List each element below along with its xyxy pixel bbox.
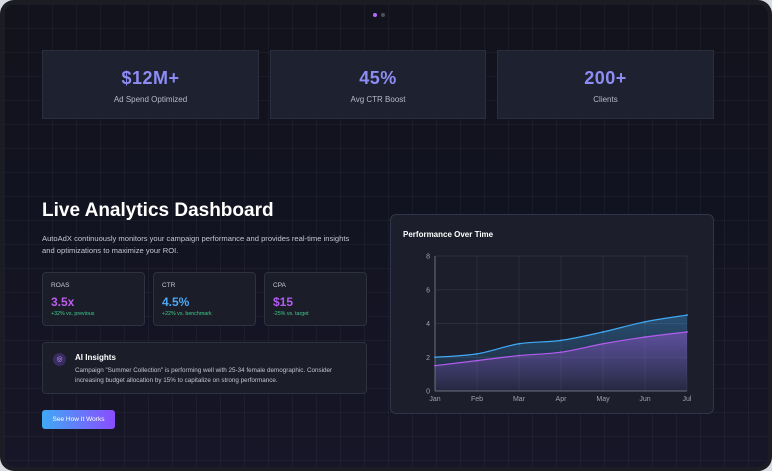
data-point [560,351,562,354]
y-tick-label: 8 [426,254,430,261]
metric-card-roas: ROAS 3.5x +32% vs. previous [42,272,145,326]
metric-value: 3.5x [51,295,75,309]
y-tick-label: 2 [426,355,430,362]
data-point [476,359,478,362]
carousel-dot-active[interactable] [373,13,377,17]
metric-card-cpa: CPA $15 -25% vs. target [264,272,367,326]
dashboard-description: AutoAdX continuously monitors your campa… [42,234,350,255]
x-tick-label: Feb [471,396,483,403]
insight-text: Campaign "Summer Collection" is performi… [75,367,333,384]
ai-insights-panel: ◎ AI Insights Campaign "Summer Collectio… [42,342,367,394]
dashboard-title: Live Analytics Dashboard [42,200,274,221]
insight-title: AI Insights [75,353,116,362]
metric-card-ctr: CTR 4.5% +22% vs. benchmark [153,272,256,326]
y-tick-label: 4 [426,321,430,328]
stat-label: Clients [593,95,618,104]
metric-label: CTR [162,282,176,289]
x-tick-label: Jan [429,396,440,403]
data-point [518,342,520,345]
data-point [434,356,436,359]
stat-card-ctr-boost: 45% Avg CTR Boost [270,50,486,119]
ai-insight-icon: ◎ [53,353,66,366]
metric-label: ROAS [51,282,70,289]
data-point [644,320,646,323]
data-point [644,336,646,338]
stat-label: Ad Spend Optimized [113,95,188,104]
carousel-dots [373,13,385,17]
metric-change: +32% vs. previous [51,311,95,317]
x-tick-label: Apr [556,396,568,403]
data-point [686,314,688,316]
metric-label: CPA [273,282,286,289]
stat-value: 200+ [584,68,627,88]
metric-change: +22% vs. benchmark [162,311,212,317]
x-tick-label: Jul [683,396,692,403]
screen: $12M+ Ad Spend Optimized 45% Avg CTR Boo… [4,4,768,467]
stat-card-ad-spend: $12M+ Ad Spend Optimized [42,50,259,119]
performance-chart-card: Performance Over Time 0 2 4 6 8 Jan Feb Mar Apr M… [390,214,714,414]
y-tick-label: 6 [426,287,430,294]
data-point [518,354,520,357]
performance-chart: 0 2 4 6 8 Jan Feb Mar Apr May Jun Jul [426,254,692,404]
stat-card-clients: 200+ Clients [497,50,714,119]
stat-label: Avg CTR Boost [350,95,406,104]
x-tick-label: Jun [639,396,650,403]
series-area-1 [435,331,687,391]
data-point [434,364,436,367]
data-point [602,331,604,333]
metric-value: $15 [273,295,294,309]
see-how-it-works-button[interactable]: See How It Works [42,410,115,429]
x-tick-label: Mar [513,396,526,403]
data-point [560,339,562,342]
metric-value: 4.5% [162,295,190,309]
x-tick-label: May [596,396,610,403]
data-point [686,331,688,333]
carousel-dot[interactable] [381,13,385,17]
y-tick-label: 0 [426,389,430,396]
chart-title: Performance Over Time [403,230,494,239]
data-point [602,342,604,345]
data-point [476,352,478,355]
metric-change: -25% vs. target [273,311,309,317]
stat-value: $12M+ [121,68,180,88]
stat-value: 45% [359,68,397,88]
